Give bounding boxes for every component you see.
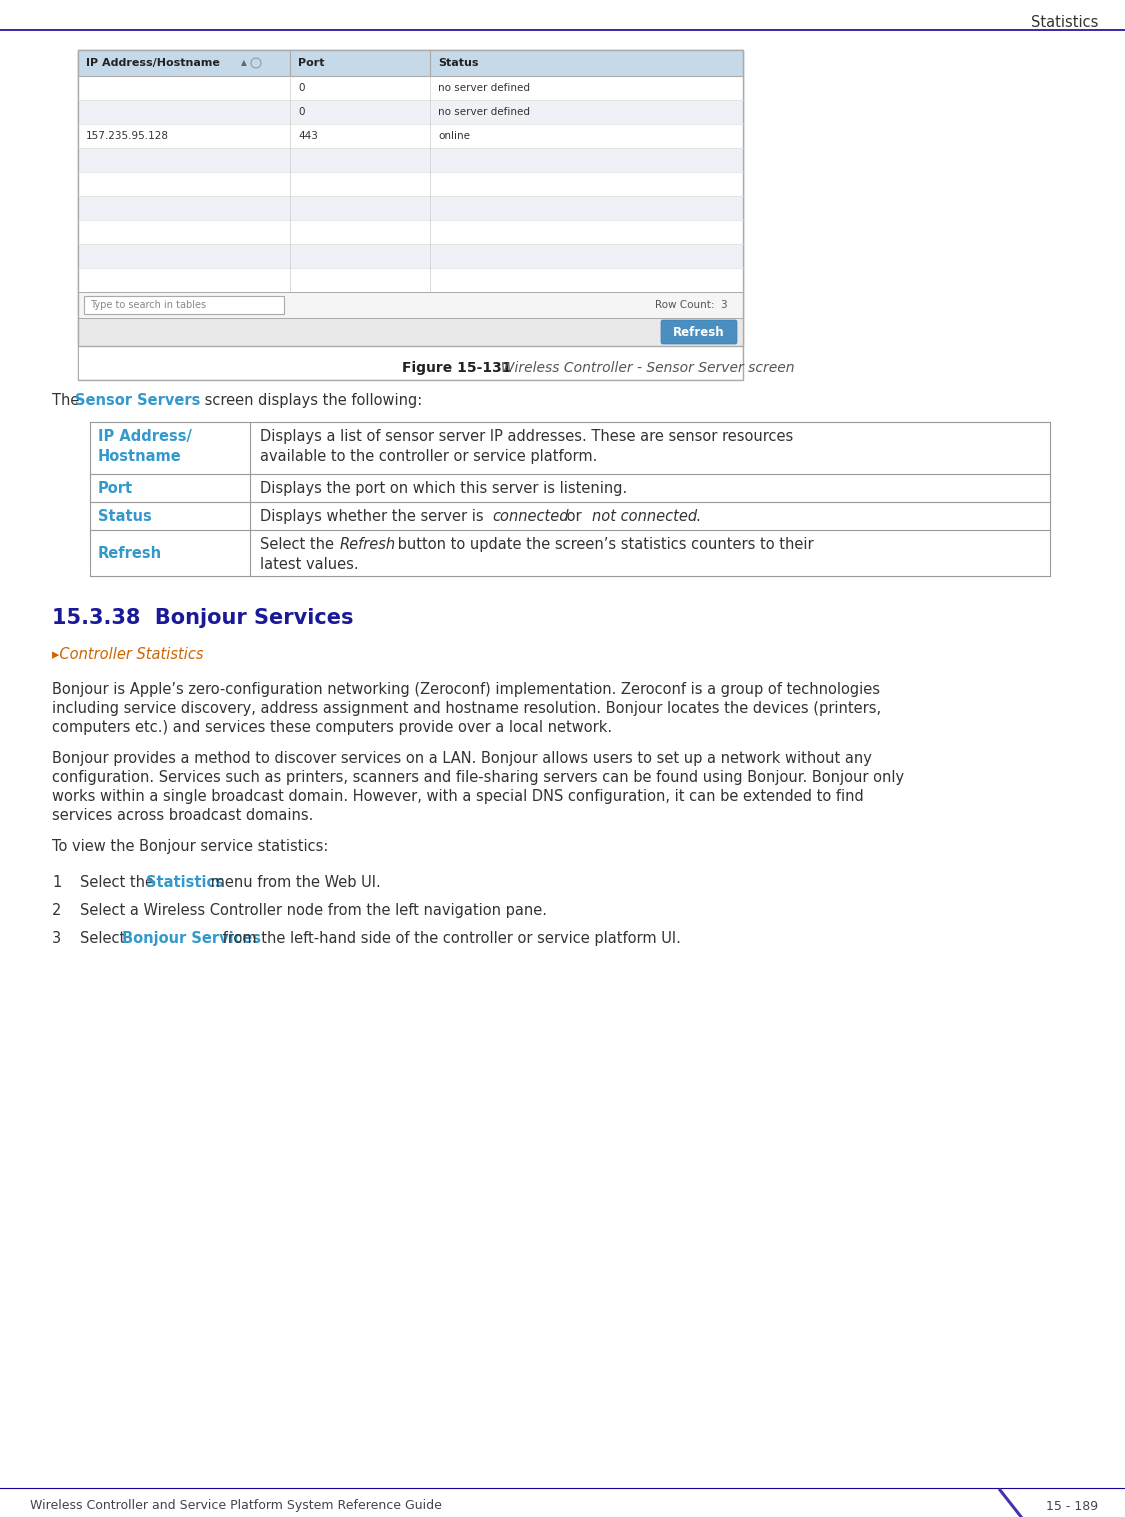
Bar xyxy=(78,50,742,346)
Text: The: The xyxy=(52,393,84,408)
Text: Displays a list of sensor server IP addresses. These are sensor resources: Displays a list of sensor server IP addr… xyxy=(260,428,793,443)
Text: Port: Port xyxy=(298,58,324,68)
Text: services across broadcast domains.: services across broadcast domains. xyxy=(52,807,314,822)
Text: Displays the port on which this server is listening.: Displays the port on which this server i… xyxy=(260,481,628,496)
Bar xyxy=(78,319,742,346)
Text: Bonjour is Apple’s zero-configuration networking (Zeroconf) implementation. Zero: Bonjour is Apple’s zero-configuration ne… xyxy=(52,681,880,696)
Bar xyxy=(84,296,284,314)
Text: Type to search in tables: Type to search in tables xyxy=(90,300,206,309)
Text: ▲: ▲ xyxy=(241,59,246,67)
Bar xyxy=(79,52,743,379)
Text: 2: 2 xyxy=(52,903,62,918)
Text: 443: 443 xyxy=(298,130,318,141)
Text: button to update the screen’s statistics counters to their: button to update the screen’s statistics… xyxy=(393,537,813,552)
Bar xyxy=(90,473,1050,502)
Bar xyxy=(78,50,742,76)
Text: Refresh: Refresh xyxy=(340,537,396,552)
Text: Statistics: Statistics xyxy=(1030,15,1098,29)
Text: menu from the Web UI.: menu from the Web UI. xyxy=(206,874,380,889)
Bar xyxy=(78,269,742,291)
Bar xyxy=(90,529,1050,576)
Text: available to the controller or service platform.: available to the controller or service p… xyxy=(260,449,597,464)
Text: Select a Wireless Controller node from the left navigation pane.: Select a Wireless Controller node from t… xyxy=(80,903,547,918)
Text: 15.3.38  Bonjour Services: 15.3.38 Bonjour Services xyxy=(52,608,353,628)
Text: IP Address/: IP Address/ xyxy=(98,428,192,443)
Text: no server defined: no server defined xyxy=(438,108,530,117)
Text: works within a single broadcast domain. However, with a special DNS configuratio: works within a single broadcast domain. … xyxy=(52,789,864,804)
Text: online: online xyxy=(438,130,470,141)
Text: 3: 3 xyxy=(52,930,61,945)
Bar xyxy=(78,171,742,196)
Text: Select the: Select the xyxy=(260,537,339,552)
Text: Wireless Controller and Service Platform System Reference Guide: Wireless Controller and Service Platform… xyxy=(30,1499,442,1512)
Text: .: . xyxy=(695,508,700,523)
Text: not connected: not connected xyxy=(592,508,698,523)
Bar xyxy=(78,291,742,319)
Text: Refresh: Refresh xyxy=(673,326,724,338)
Bar xyxy=(78,124,742,149)
Text: 0: 0 xyxy=(298,108,305,117)
Text: 157.235.95.128: 157.235.95.128 xyxy=(86,130,169,141)
Text: no server defined: no server defined xyxy=(438,83,530,93)
Text: latest values.: latest values. xyxy=(260,557,359,572)
Text: from the left-hand side of the controller or service platform UI.: from the left-hand side of the controlle… xyxy=(218,930,681,945)
Bar xyxy=(78,244,742,269)
Text: including service discovery, address assignment and hostname resolution. Bonjour: including service discovery, address ass… xyxy=(52,701,881,716)
FancyBboxPatch shape xyxy=(662,320,737,344)
Text: Figure 15-131: Figure 15-131 xyxy=(402,361,512,375)
Bar xyxy=(78,76,742,100)
Text: Wireless Controller - Sensor Server screen: Wireless Controller - Sensor Server scre… xyxy=(492,361,794,375)
Bar xyxy=(78,149,742,171)
Text: Status: Status xyxy=(438,58,478,68)
Text: IP Address/Hostname: IP Address/Hostname xyxy=(86,58,219,68)
Text: Select: Select xyxy=(80,930,129,945)
Text: Row Count:  3: Row Count: 3 xyxy=(656,300,728,309)
Text: configuration. Services such as printers, scanners and file-sharing servers can : configuration. Services such as printers… xyxy=(52,769,904,784)
Text: screen displays the following:: screen displays the following: xyxy=(200,393,422,408)
Text: ▸Controller Statistics: ▸Controller Statistics xyxy=(52,646,204,661)
Text: Refresh: Refresh xyxy=(98,546,162,560)
Text: Displays whether the server is: Displays whether the server is xyxy=(260,508,488,523)
Text: computers etc.) and services these computers provide over a local network.: computers etc.) and services these compu… xyxy=(52,719,612,734)
Text: To view the Bonjour service statistics:: To view the Bonjour service statistics: xyxy=(52,839,328,854)
Text: connected: connected xyxy=(492,508,568,523)
Text: Status: Status xyxy=(98,508,152,523)
Bar xyxy=(78,50,742,379)
Text: or: or xyxy=(562,508,586,523)
Bar xyxy=(90,502,1050,529)
Text: Select the: Select the xyxy=(80,874,159,889)
Text: Port: Port xyxy=(98,481,133,496)
Text: Statistics: Statistics xyxy=(146,874,224,889)
Text: Bonjour provides a method to discover services on a LAN. Bonjour allows users to: Bonjour provides a method to discover se… xyxy=(52,751,872,766)
Text: Bonjour Services: Bonjour Services xyxy=(122,930,261,945)
Bar xyxy=(78,196,742,220)
Bar xyxy=(78,100,742,124)
Text: Hostname: Hostname xyxy=(98,449,182,464)
Bar xyxy=(78,220,742,244)
Text: Sensor Servers: Sensor Servers xyxy=(75,393,200,408)
Bar xyxy=(90,422,1050,473)
Text: 0: 0 xyxy=(298,83,305,93)
Text: 15 - 189: 15 - 189 xyxy=(1046,1499,1098,1512)
Text: 1: 1 xyxy=(52,874,61,889)
